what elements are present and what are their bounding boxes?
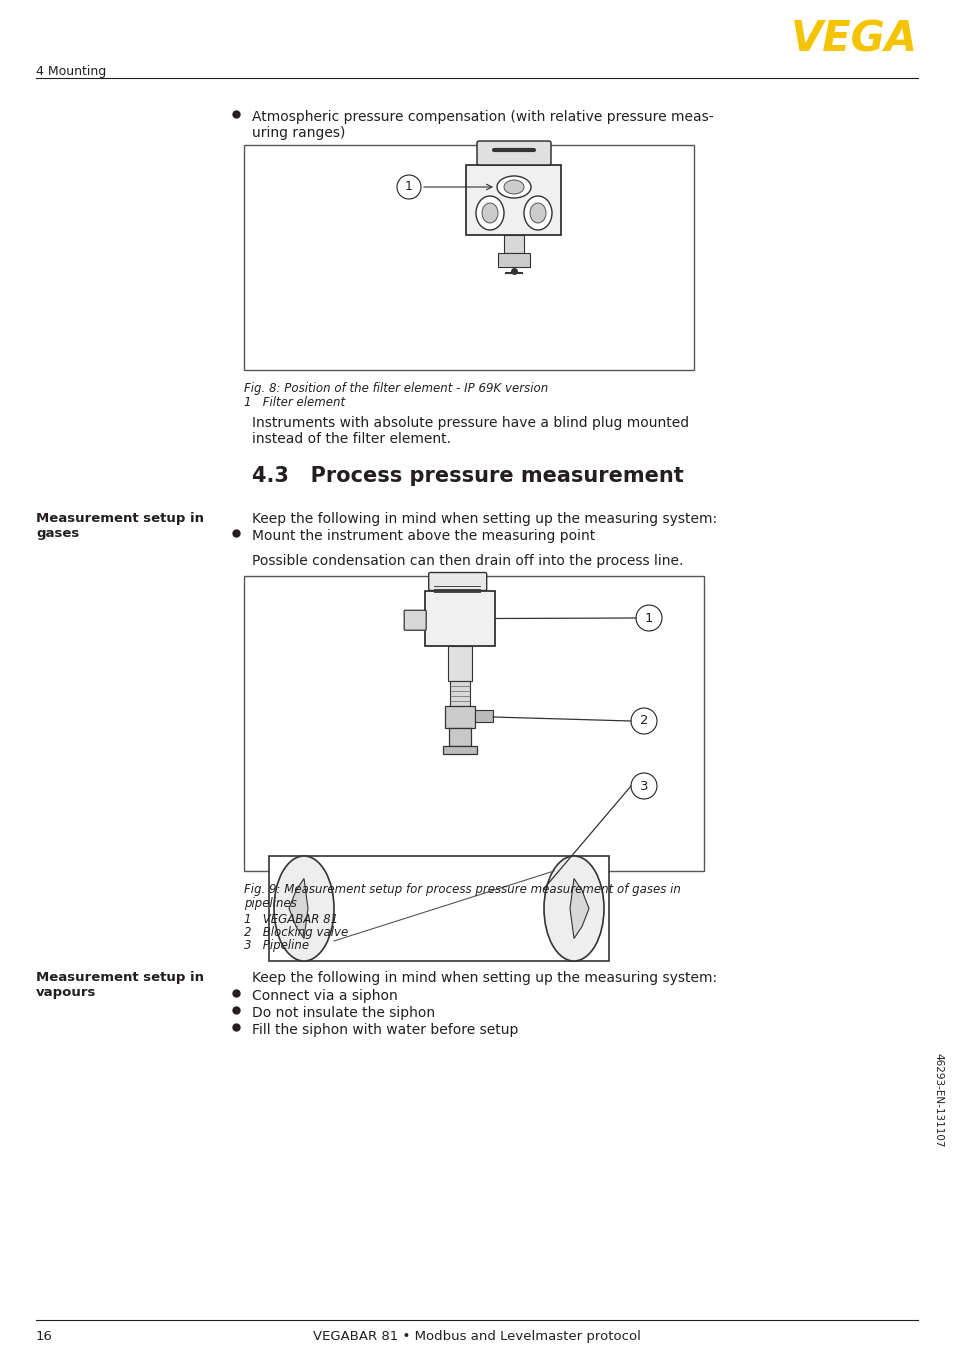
Ellipse shape xyxy=(476,196,503,230)
Ellipse shape xyxy=(543,856,603,961)
Bar xyxy=(445,705,475,728)
Circle shape xyxy=(630,708,657,734)
Bar xyxy=(503,236,523,253)
Bar xyxy=(425,590,495,646)
Text: 1: 1 xyxy=(644,612,653,624)
Text: 46293-EN-131107: 46293-EN-131107 xyxy=(932,1053,942,1147)
Text: 2   Blocking valve: 2 Blocking valve xyxy=(244,926,348,940)
Text: Atmospheric pressure compensation (with relative pressure meas-: Atmospheric pressure compensation (with … xyxy=(252,110,713,125)
Text: Measurement setup in: Measurement setup in xyxy=(36,512,204,525)
Text: Keep the following in mind when setting up the measuring system:: Keep the following in mind when setting … xyxy=(252,512,717,525)
Text: VEGABAR 81 • Modbus and Levelmaster protocol: VEGABAR 81 • Modbus and Levelmaster prot… xyxy=(313,1330,640,1343)
Text: Fig. 8: Position of the filter element - IP 69K version: Fig. 8: Position of the filter element -… xyxy=(244,382,548,395)
Circle shape xyxy=(636,605,661,631)
Text: pipelines: pipelines xyxy=(244,896,296,910)
Ellipse shape xyxy=(503,180,523,194)
Text: 3   Pipeline: 3 Pipeline xyxy=(244,940,309,952)
Ellipse shape xyxy=(274,856,334,961)
Text: Keep the following in mind when setting up the measuring system:: Keep the following in mind when setting … xyxy=(252,971,717,984)
Text: vapours: vapours xyxy=(36,986,96,999)
Circle shape xyxy=(396,175,420,199)
Bar xyxy=(244,145,693,370)
Bar xyxy=(475,709,493,722)
Text: Connect via a siphon: Connect via a siphon xyxy=(252,988,397,1003)
Polygon shape xyxy=(569,879,588,938)
Text: 16: 16 xyxy=(36,1330,52,1343)
Text: Mount the instrument above the measuring point: Mount the instrument above the measuring… xyxy=(252,529,595,543)
Bar xyxy=(497,253,530,267)
Ellipse shape xyxy=(523,196,552,230)
Polygon shape xyxy=(289,879,308,938)
Text: Do not insulate the siphon: Do not insulate the siphon xyxy=(252,1006,435,1020)
Circle shape xyxy=(630,773,657,799)
Ellipse shape xyxy=(530,203,545,223)
Bar xyxy=(269,856,608,961)
Text: instead of the filter element.: instead of the filter element. xyxy=(252,432,451,445)
Bar xyxy=(466,165,561,236)
Text: Measurement setup in: Measurement setup in xyxy=(36,971,204,984)
Text: 4.3   Process pressure measurement: 4.3 Process pressure measurement xyxy=(252,466,683,486)
FancyBboxPatch shape xyxy=(404,611,426,630)
Text: 1: 1 xyxy=(405,180,413,194)
Ellipse shape xyxy=(497,176,531,198)
Text: VEGA: VEGA xyxy=(790,18,917,60)
Text: 1   Filter element: 1 Filter element xyxy=(244,395,345,409)
Text: 3: 3 xyxy=(639,780,648,792)
Ellipse shape xyxy=(481,203,497,223)
Bar xyxy=(443,746,476,754)
Bar xyxy=(244,575,703,871)
Text: Instruments with absolute pressure have a blind plug mounted: Instruments with absolute pressure have … xyxy=(252,416,688,431)
Bar xyxy=(449,728,471,746)
Text: Fill the siphon with water before setup: Fill the siphon with water before setup xyxy=(252,1024,517,1037)
Bar xyxy=(450,681,470,705)
Text: 1   VEGABAR 81: 1 VEGABAR 81 xyxy=(244,913,337,926)
Text: 2: 2 xyxy=(639,715,648,727)
Bar xyxy=(448,646,472,681)
FancyBboxPatch shape xyxy=(476,141,551,165)
Text: Possible condensation can then drain off into the process line.: Possible condensation can then drain off… xyxy=(252,554,682,567)
Text: 4 Mounting: 4 Mounting xyxy=(36,65,106,79)
Text: uring ranges): uring ranges) xyxy=(252,126,345,139)
FancyBboxPatch shape xyxy=(428,573,486,590)
Text: gases: gases xyxy=(36,527,79,540)
Text: Fig. 9: Measurement setup for process pressure measurement of gases in: Fig. 9: Measurement setup for process pr… xyxy=(244,883,680,896)
